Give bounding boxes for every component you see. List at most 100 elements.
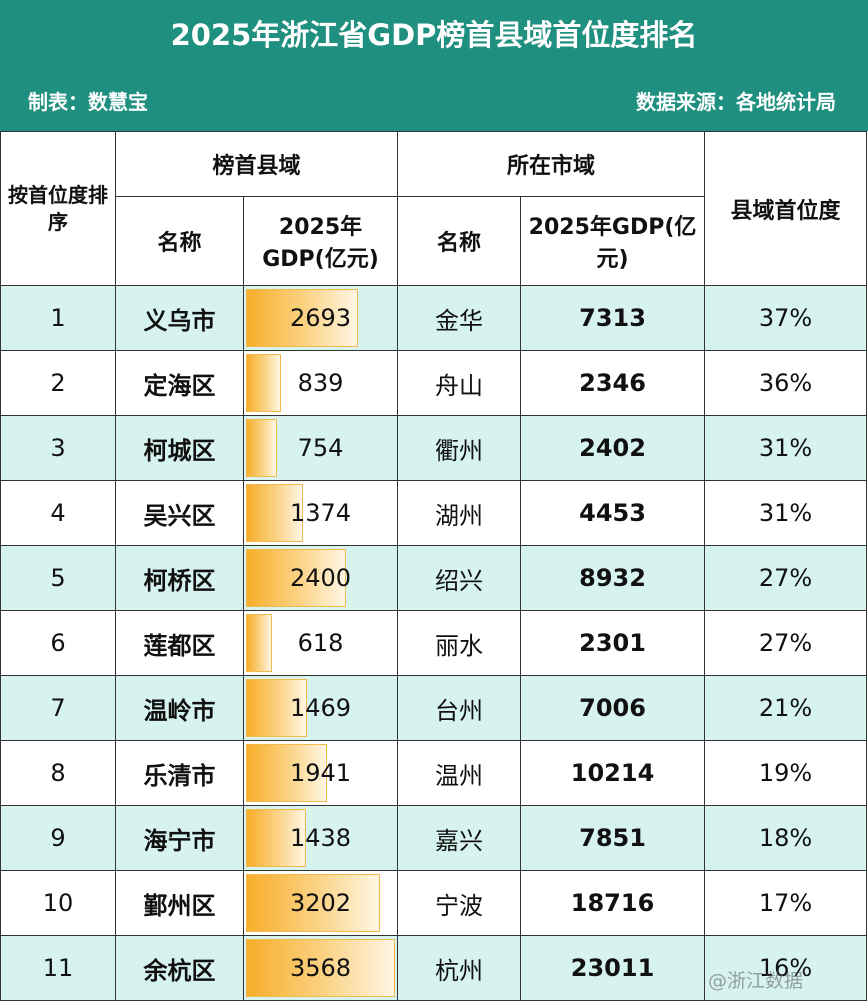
city-gdp-cell: 18716: [520, 870, 706, 936]
county-gdp-value: 3568: [289, 954, 352, 982]
watermark: @浙江数据: [708, 970, 804, 992]
primacy-cell: 37%: [704, 285, 868, 351]
county-name-cell: 鄞州区: [115, 870, 244, 936]
city-name-cell: 嘉兴: [397, 805, 522, 871]
ranking-table: 按首位度排序 榜首县域 所在市域 县域首位度 名称 2025年GDP(亿元) 名…: [0, 131, 868, 1001]
primacy-header: 县域首位度: [704, 131, 868, 286]
county-name-cell: 柯桥区: [115, 545, 244, 611]
county-name-header: 名称: [115, 196, 244, 286]
table-row: 5 柯桥区 2400 绍兴 8932 27%: [0, 545, 868, 611]
county-gdp-cell: 2693: [242, 285, 399, 351]
county-name-cell: 莲都区: [115, 610, 244, 676]
county-name-cell: 柯城区: [115, 415, 244, 481]
rank-cell: 8: [0, 740, 116, 806]
county-gdp-cell: 618: [242, 610, 399, 676]
city-gdp-cell: 2402: [520, 415, 706, 481]
primacy-cell: 31%: [704, 415, 868, 481]
rank-header: 按首位度排序: [0, 131, 116, 286]
primacy-cell: 27%: [704, 610, 868, 676]
primacy-cell: 27%: [704, 545, 868, 611]
rank-cell: 9: [0, 805, 116, 871]
county-gdp-value: 1941: [289, 759, 352, 787]
county-gdp-cell: 839: [242, 350, 399, 416]
city-name-cell: 台州: [397, 675, 522, 741]
county-gdp-cell: 2400: [242, 545, 399, 611]
table-row: 4 吴兴区 1374 湖州 4453 31%: [0, 480, 868, 546]
rank-cell: 4: [0, 480, 116, 546]
primacy-cell: 36%: [704, 350, 868, 416]
city-name-cell: 丽水: [397, 610, 522, 676]
city-name-cell: 湖州: [397, 480, 522, 546]
city-name-cell: 宁波: [397, 870, 522, 936]
county-gdp-value: 1469: [289, 694, 352, 722]
primacy-cell: 18%: [704, 805, 868, 871]
county-name-cell: 乐清市: [115, 740, 244, 806]
county-gdp-cell: 3568: [242, 935, 399, 1001]
city-name-cell: 金华: [397, 285, 522, 351]
rank-cell: 3: [0, 415, 116, 481]
county-group-header: 榜首县域: [114, 131, 399, 197]
table-maker: 制表：数慧宝: [28, 90, 148, 114]
gdp-data-bar: [246, 419, 278, 477]
table-row: 3 柯城区 754 衢州 2402 31%: [0, 415, 868, 481]
county-gdp-value: 3202: [289, 889, 352, 917]
city-name-cell: 衢州: [397, 415, 522, 481]
table-row: 9 海宁市 1438 嘉兴 7851 18%: [0, 805, 868, 871]
gdp-data-bar: [246, 679, 308, 737]
county-name-cell: 义乌市: [115, 285, 244, 351]
table-body: 1 义乌市 2693 金华 7313 37% 2 定海区 839 舟山 2346 36% 3 柯城区 754…: [0, 285, 868, 1001]
primacy-cell: 21%: [704, 675, 868, 741]
primacy-cell: 17%: [704, 870, 868, 936]
city-gdp-cell: 23011: [520, 935, 706, 1001]
city-group-header: 所在市域: [397, 131, 706, 197]
city-gdp-cell: 2301: [520, 610, 706, 676]
gdp-data-bar: [246, 744, 328, 802]
county-gdp-cell: 1374: [242, 480, 399, 546]
table-row: 7 温岭市 1469 台州 7006 21%: [0, 675, 868, 741]
city-gdp-cell: 4453: [520, 480, 706, 546]
county-gdp-cell: 1469: [242, 675, 399, 741]
table-row: 11 余杭区 3568 杭州 23011 16%: [0, 935, 868, 1001]
gdp-data-bar: [246, 939, 396, 997]
header-banner: 2025年浙江省GDP榜首县域首位度排名 制表：数慧宝 数据来源：各地统计局: [0, 0, 868, 131]
county-gdp-cell: 754: [242, 415, 399, 481]
city-gdp-cell: 7851: [520, 805, 706, 871]
rank-cell: 11: [0, 935, 116, 1001]
county-name-cell: 温岭市: [115, 675, 244, 741]
table-row: 1 义乌市 2693 金华 7313 37%: [0, 285, 868, 351]
city-name-cell: 温州: [397, 740, 522, 806]
primacy-cell: 16%: [704, 935, 868, 1001]
county-gdp-value: 2693: [289, 304, 352, 332]
city-gdp-cell: 7313: [520, 285, 706, 351]
gdp-data-bar: [246, 289, 359, 347]
county-gdp-header: 2025年GDP(亿元): [242, 196, 399, 286]
county-gdp-value: 618: [297, 629, 344, 657]
county-gdp-value: 754: [297, 434, 344, 462]
county-gdp-value: 839: [297, 369, 344, 397]
city-gdp-cell: 10214: [520, 740, 706, 806]
county-gdp-value: 2400: [289, 564, 352, 592]
rank-cell: 2: [0, 350, 116, 416]
county-name-cell: 吴兴区: [115, 480, 244, 546]
gdp-data-bar: [246, 549, 347, 607]
table-row: 6 莲都区 618 丽水 2301 27%: [0, 610, 868, 676]
gdp-data-bar: [246, 484, 304, 542]
city-gdp-cell: 7006: [520, 675, 706, 741]
gdp-data-bar: [246, 614, 272, 672]
rank-cell: 6: [0, 610, 116, 676]
city-gdp-cell: 2346: [520, 350, 706, 416]
city-gdp-cell: 8932: [520, 545, 706, 611]
rank-cell: 7: [0, 675, 116, 741]
table-row: 2 定海区 839 舟山 2346 36%: [0, 350, 868, 416]
city-name-cell: 舟山: [397, 350, 522, 416]
city-name-cell: 杭州: [397, 935, 522, 1001]
county-name-cell: 海宁市: [115, 805, 244, 871]
county-gdp-value: 1438: [289, 824, 352, 852]
gdp-data-bar: [246, 874, 380, 932]
rank-cell: 10: [0, 870, 116, 936]
table-row: 8 乐清市 1941 温州 10214 19%: [0, 740, 868, 806]
data-source: 数据来源：各地统计局: [636, 90, 836, 114]
rank-cell: 1: [0, 285, 116, 351]
county-gdp-cell: 1438: [242, 805, 399, 871]
rank-cell: 5: [0, 545, 116, 611]
